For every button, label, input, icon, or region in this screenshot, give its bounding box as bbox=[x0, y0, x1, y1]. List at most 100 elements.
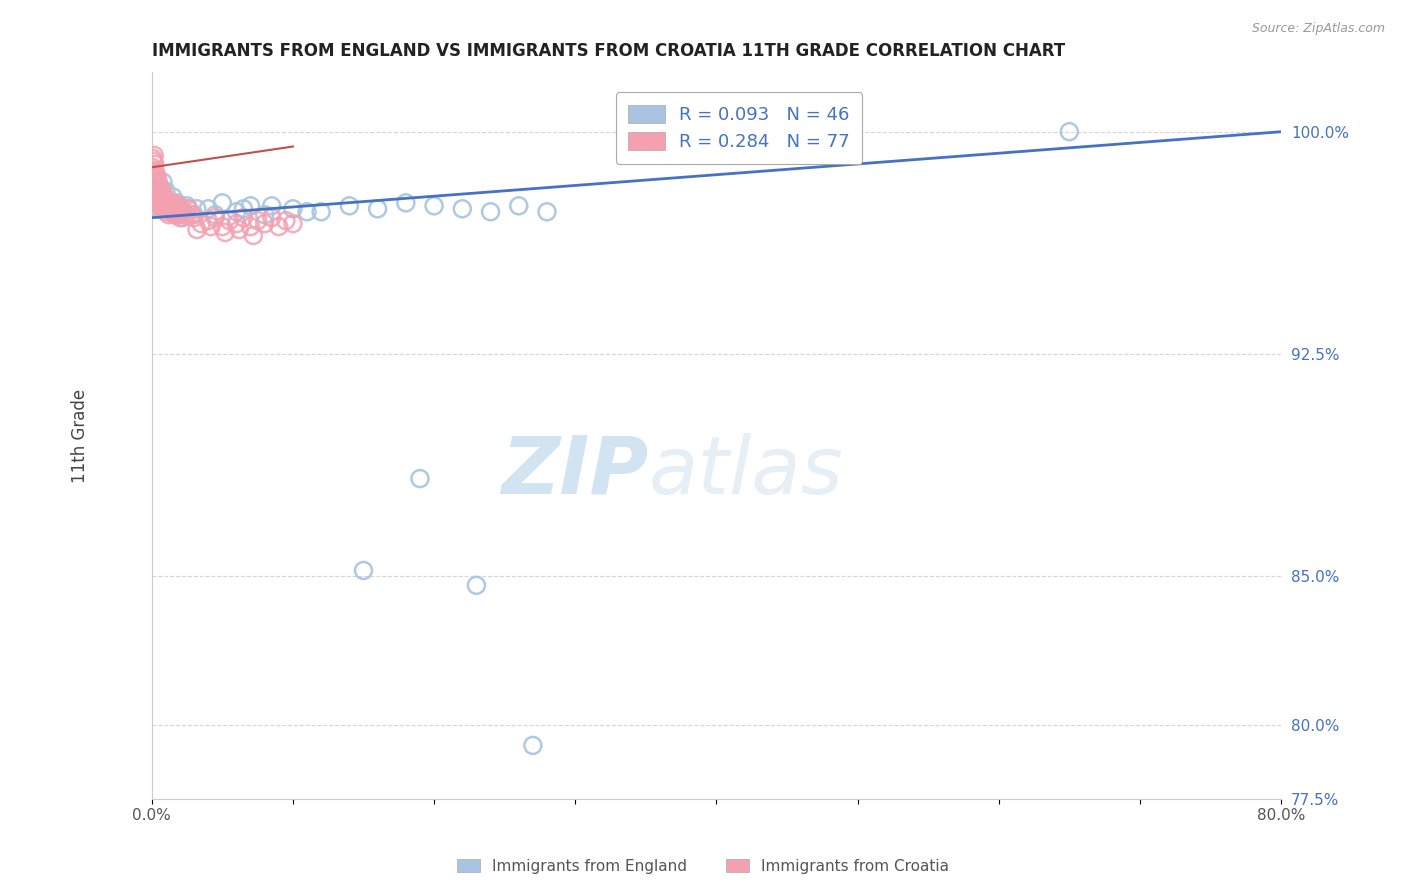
Point bbox=[197, 202, 219, 216]
Point bbox=[211, 219, 233, 234]
Point bbox=[174, 208, 197, 222]
Point bbox=[225, 217, 247, 231]
Point bbox=[409, 472, 432, 486]
Point bbox=[142, 169, 165, 184]
Point bbox=[165, 199, 187, 213]
Point bbox=[145, 172, 167, 186]
Point bbox=[166, 204, 188, 219]
Point bbox=[353, 564, 375, 578]
Point bbox=[145, 195, 167, 210]
Y-axis label: 11th Grade: 11th Grade bbox=[72, 389, 89, 483]
Point bbox=[253, 217, 276, 231]
Point bbox=[232, 211, 254, 225]
Text: Source: ZipAtlas.com: Source: ZipAtlas.com bbox=[1251, 22, 1385, 36]
Point bbox=[267, 219, 290, 234]
Text: ZIP: ZIP bbox=[502, 433, 648, 511]
Point bbox=[183, 208, 205, 222]
Point bbox=[149, 199, 172, 213]
Point bbox=[337, 199, 360, 213]
Point bbox=[162, 204, 184, 219]
Point bbox=[156, 199, 179, 213]
Point bbox=[465, 578, 488, 592]
Point bbox=[143, 199, 166, 213]
Point bbox=[174, 208, 197, 222]
Point bbox=[143, 148, 166, 162]
Point bbox=[177, 202, 200, 216]
Point bbox=[146, 186, 169, 201]
Point bbox=[142, 154, 165, 169]
Point bbox=[150, 193, 173, 207]
Point bbox=[145, 190, 167, 204]
Point bbox=[172, 204, 194, 219]
Point bbox=[152, 193, 174, 207]
Point bbox=[146, 169, 169, 184]
Point bbox=[309, 204, 332, 219]
Point bbox=[157, 208, 180, 222]
Point bbox=[204, 211, 226, 225]
Point bbox=[260, 211, 283, 225]
Point bbox=[166, 195, 188, 210]
Point bbox=[246, 213, 269, 227]
Point bbox=[160, 204, 183, 219]
Point bbox=[395, 195, 418, 210]
Point bbox=[155, 184, 177, 198]
Point bbox=[146, 178, 169, 192]
Point bbox=[228, 222, 250, 236]
Point bbox=[163, 204, 186, 219]
Point bbox=[200, 219, 222, 234]
Point bbox=[214, 226, 236, 240]
Point bbox=[155, 204, 177, 219]
Point bbox=[165, 202, 187, 216]
Point bbox=[281, 217, 304, 231]
Point bbox=[153, 193, 176, 207]
Point bbox=[142, 163, 165, 178]
Point bbox=[367, 202, 389, 216]
Point bbox=[295, 204, 318, 219]
Point bbox=[156, 202, 179, 216]
Point bbox=[145, 195, 167, 210]
Point bbox=[162, 190, 184, 204]
Point bbox=[242, 228, 264, 243]
Point bbox=[148, 202, 170, 216]
Point bbox=[153, 190, 176, 204]
Point bbox=[162, 195, 184, 210]
Point bbox=[451, 202, 474, 216]
Point bbox=[169, 211, 191, 225]
Point bbox=[156, 199, 179, 213]
Point bbox=[239, 219, 262, 234]
Point bbox=[204, 208, 226, 222]
Point bbox=[239, 199, 262, 213]
Point bbox=[159, 195, 181, 210]
Point bbox=[150, 184, 173, 198]
Point bbox=[180, 208, 202, 222]
Legend: R = 0.093   N = 46, R = 0.284   N = 77: R = 0.093 N = 46, R = 0.284 N = 77 bbox=[616, 93, 862, 163]
Point bbox=[149, 190, 172, 204]
Point bbox=[143, 157, 166, 171]
Point bbox=[186, 202, 208, 216]
Point bbox=[148, 195, 170, 210]
Point bbox=[152, 202, 174, 216]
Point bbox=[150, 199, 173, 213]
Point bbox=[176, 199, 198, 213]
Point bbox=[536, 204, 558, 219]
Point bbox=[225, 204, 247, 219]
Point bbox=[146, 193, 169, 207]
Point bbox=[152, 175, 174, 189]
Point bbox=[163, 208, 186, 222]
Point bbox=[522, 739, 544, 753]
Text: atlas: atlas bbox=[648, 433, 844, 511]
Point bbox=[141, 161, 163, 175]
Point bbox=[423, 199, 446, 213]
Text: IMMIGRANTS FROM ENGLAND VS IMMIGRANTS FROM CROATIA 11TH GRADE CORRELATION CHART: IMMIGRANTS FROM ENGLAND VS IMMIGRANTS FR… bbox=[152, 42, 1064, 60]
Point bbox=[169, 208, 191, 222]
Point bbox=[149, 181, 172, 195]
Point bbox=[172, 202, 194, 216]
Point bbox=[260, 199, 283, 213]
Point bbox=[253, 208, 276, 222]
Point bbox=[1059, 125, 1081, 139]
Point bbox=[177, 202, 200, 216]
Point bbox=[157, 199, 180, 213]
Point bbox=[159, 199, 181, 213]
Point bbox=[281, 202, 304, 216]
Point bbox=[169, 204, 191, 219]
